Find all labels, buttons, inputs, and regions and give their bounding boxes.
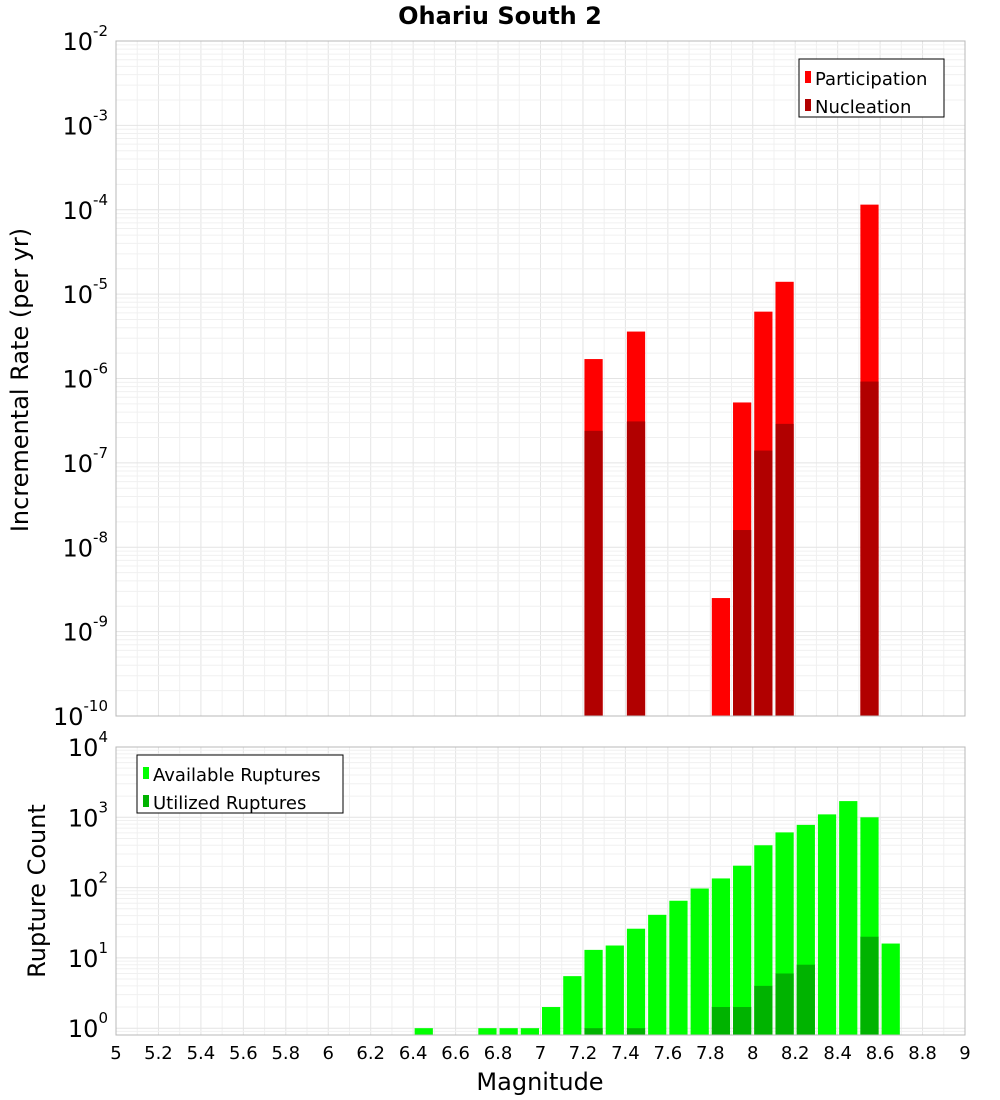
x-tick-label: 7.4 xyxy=(611,1043,640,1064)
nucleation-bar xyxy=(733,530,752,716)
x-tick-label: 6 xyxy=(323,1043,334,1064)
top-plot-frame xyxy=(115,40,966,717)
y-tick-label: 101 xyxy=(68,939,108,973)
y-tick-label: 10-4 xyxy=(62,191,108,225)
bottom-plot-legend: Available Ruptures Utilized Ruptures xyxy=(136,754,344,814)
nucleation-bar xyxy=(626,421,646,716)
y-tick-label: 10-9 xyxy=(62,613,108,647)
legend-entry: Participation xyxy=(815,69,927,90)
utilized-ruptures-bar xyxy=(796,964,815,1035)
legend-box xyxy=(136,754,344,814)
available-ruptures-bar xyxy=(817,814,837,1035)
top-y-axis-label: Incremental Rate (per yr) xyxy=(6,228,34,532)
y-tick-label: 104 xyxy=(68,728,108,762)
x-tick-label: 9 xyxy=(959,1043,970,1064)
top-plot-y-ticks: 10-10 10-9 10-8 10-7 10-6 10-5 10-4 10-3 10-2 xyxy=(53,22,108,731)
x-tick-label: 7.6 xyxy=(654,1043,683,1064)
nucleation-bar xyxy=(584,430,603,716)
x-tick-label: 8 xyxy=(747,1043,758,1064)
nucleation-bar xyxy=(775,423,794,716)
x-tick-label: 8.4 xyxy=(823,1043,852,1064)
utilized-ruptures-bar xyxy=(584,1028,603,1035)
bottom-y-axis-label: Rupture Count xyxy=(23,804,51,978)
y-tick-label: 10-6 xyxy=(62,360,108,394)
y-tick-label: 10-5 xyxy=(62,275,108,309)
top-plot-grid xyxy=(115,40,966,717)
x-tick-label: 6.6 xyxy=(441,1043,470,1064)
x-tick-label: 5.2 xyxy=(144,1043,173,1064)
utilized-ruptures-bar xyxy=(754,985,773,1035)
legend-swatch xyxy=(143,795,149,807)
x-tick-label: 5.4 xyxy=(187,1043,216,1064)
available-ruptures-bar xyxy=(563,976,582,1035)
available-ruptures-bar xyxy=(669,900,688,1035)
available-ruptures-bar xyxy=(733,865,752,1035)
x-tick-label: 6.8 xyxy=(484,1043,513,1064)
available-ruptures-bar xyxy=(881,943,900,1035)
available-ruptures-bar xyxy=(542,1007,561,1035)
x-tick-label: 6.2 xyxy=(356,1043,385,1064)
legend-entry: Available Ruptures xyxy=(153,765,321,786)
legend-entry: Utilized Ruptures xyxy=(153,793,306,814)
x-tick-label: 8.6 xyxy=(866,1043,895,1064)
y-tick-label: 10-7 xyxy=(62,444,108,478)
legend-swatch xyxy=(805,99,811,111)
y-tick-label: 10-8 xyxy=(62,528,108,562)
y-tick-label: 103 xyxy=(68,798,108,832)
available-ruptures-bar xyxy=(605,945,624,1035)
chart-title: Ohariu South 2 xyxy=(398,2,602,30)
x-tick-label: 8.8 xyxy=(908,1043,937,1064)
nucleation-bar xyxy=(860,381,879,716)
x-tick-label: 6.4 xyxy=(399,1043,428,1064)
x-axis-ticks: 5 5.2 5.4 5.6 5.8 6 6.2 6.4 6.6 6.8 7 7.2 7.4 7.6 7.8 8… xyxy=(110,1043,970,1064)
utilized-ruptures-bar xyxy=(860,936,879,1035)
top-plot-bars xyxy=(584,204,879,717)
nucleation-bar xyxy=(754,450,773,716)
available-ruptures-bar xyxy=(711,878,731,1035)
y-tick-label: 10-2 xyxy=(62,22,108,56)
x-tick-label: 5 xyxy=(110,1043,121,1064)
available-ruptures-bar xyxy=(499,1028,518,1035)
x-tick-label: 7.2 xyxy=(569,1043,598,1064)
x-tick-label: 8.2 xyxy=(781,1043,810,1064)
top-plot-legend: Participation Nucleation xyxy=(798,58,945,118)
x-axis-label: Magnitude xyxy=(476,1068,603,1096)
available-ruptures-bar xyxy=(414,1028,433,1035)
legend-swatch xyxy=(143,767,149,779)
available-ruptures-bar xyxy=(690,888,709,1035)
y-tick-label: 100 xyxy=(68,1009,108,1043)
bottom-plot-y-ticks: 100 101 102 103 104 xyxy=(68,728,108,1043)
available-ruptures-bar xyxy=(648,914,667,1035)
legend-swatch xyxy=(805,71,811,83)
available-ruptures-bar xyxy=(626,928,646,1035)
legend-box xyxy=(798,58,945,118)
utilized-ruptures-bar xyxy=(711,1007,731,1035)
legend-entry: Nucleation xyxy=(815,97,911,118)
bottom-plot-frame xyxy=(115,746,966,1036)
participation-bar xyxy=(711,598,731,716)
available-ruptures-bar xyxy=(839,801,858,1035)
available-ruptures-bar xyxy=(584,949,603,1035)
available-ruptures-bar xyxy=(520,1028,539,1035)
available-ruptures-bar xyxy=(478,1028,497,1035)
utilized-ruptures-bar xyxy=(626,1028,646,1035)
utilized-ruptures-bar xyxy=(733,1007,752,1035)
x-tick-label: 7.8 xyxy=(696,1043,725,1064)
utilized-ruptures-bar xyxy=(775,973,794,1035)
y-tick-label: 10-10 xyxy=(53,697,108,731)
x-tick-label: 5.6 xyxy=(229,1043,258,1064)
x-tick-label: 7 xyxy=(535,1043,546,1064)
x-tick-label: 5.8 xyxy=(271,1043,300,1064)
bottom-plot-bars xyxy=(414,801,900,1035)
y-tick-label: 10-3 xyxy=(62,106,108,140)
y-tick-label: 102 xyxy=(68,869,108,903)
